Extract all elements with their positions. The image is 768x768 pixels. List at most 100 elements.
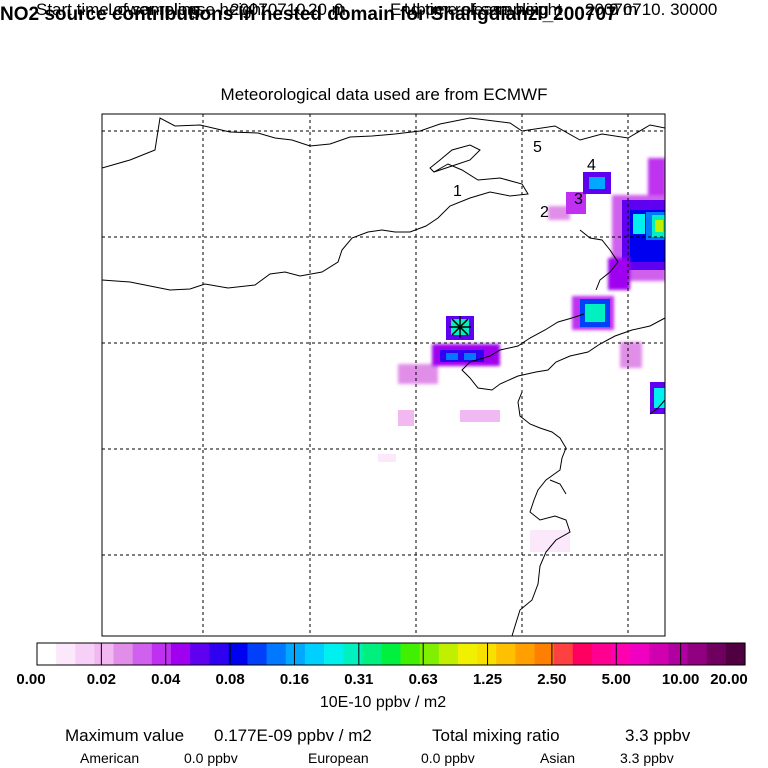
concentration-field bbox=[378, 158, 665, 552]
plume-cell bbox=[654, 388, 665, 408]
map-frame bbox=[101, 113, 666, 637]
boundary-line bbox=[461, 313, 665, 391]
american-label: American bbox=[80, 750, 140, 766]
colorbar-tick-label: 0.08 bbox=[215, 671, 244, 688]
plume-cell bbox=[548, 206, 570, 220]
boundary-line bbox=[649, 399, 665, 415]
boundary-line bbox=[102, 117, 665, 169]
colorbar-tick-label: 10.00 bbox=[662, 671, 700, 688]
colorbar-cell bbox=[247, 643, 268, 665]
asian-value: 3.3 ppbv bbox=[620, 750, 674, 766]
colorbar-cell bbox=[553, 643, 574, 665]
colorbar-cell bbox=[630, 643, 650, 665]
plume-cell bbox=[585, 304, 605, 322]
colorbar-cell bbox=[457, 643, 478, 665]
region-labels: 1 2 3 4 5 bbox=[453, 139, 596, 221]
gridlines bbox=[102, 114, 665, 636]
colorbar-tick-label: 0.31 bbox=[344, 671, 373, 688]
start-time-value: 20070710. 0 bbox=[230, 0, 344, 19]
plume-cell bbox=[398, 410, 414, 426]
colorbar-cell bbox=[419, 643, 440, 665]
total-mixing-label: Total mixing ratio bbox=[432, 726, 560, 745]
plume-cell bbox=[566, 192, 586, 214]
boundary-line bbox=[511, 391, 571, 636]
met-data-note: Meteorological data used are from ECMWF bbox=[220, 85, 548, 104]
colorbar-cell bbox=[228, 643, 249, 665]
colorbar-tick-label: 2.50 bbox=[537, 671, 566, 688]
max-value: 0.177E-09 ppbv / m2 bbox=[214, 726, 372, 745]
plume-cell bbox=[620, 342, 642, 368]
colorbar-tick-label: 0.63 bbox=[409, 671, 438, 688]
plume-cell bbox=[633, 214, 645, 234]
colorbar-cell bbox=[362, 643, 383, 665]
colorbar-tick-labels: 0.00 0.02 0.04 0.08 0.16 0.31 0.63 1.25 2.50 5.00… bbox=[16, 671, 747, 688]
colorbar-ticks bbox=[36, 643, 746, 665]
colorbar-cell bbox=[151, 643, 172, 665]
coastlines bbox=[102, 117, 665, 636]
plume-cell bbox=[608, 258, 630, 290]
colorbar-cells bbox=[37, 643, 746, 665]
colorbar-cell bbox=[324, 643, 344, 665]
site-marker-icon bbox=[449, 316, 471, 338]
region-label-1: 1 bbox=[453, 183, 462, 200]
end-time-value: 20070710. 30000 bbox=[585, 0, 718, 19]
colorbar-cell bbox=[343, 643, 363, 665]
colorbar-cell bbox=[285, 643, 306, 665]
plume-cell bbox=[589, 177, 605, 189]
plume-cell bbox=[530, 530, 570, 552]
colorbar-tick-label: 5.00 bbox=[602, 671, 631, 688]
colorbar-cell bbox=[649, 643, 670, 665]
plume-cell bbox=[655, 220, 663, 232]
colorbar: 0.00 0.02 0.04 0.08 0.16 0.31 0.63 1.25 2.50 5.00… bbox=[16, 642, 748, 711]
chart-title: NO2 source contributions in nested domai… bbox=[0, 4, 617, 25]
colorbar-cell bbox=[515, 643, 536, 665]
colorbar-cell bbox=[170, 643, 191, 665]
colorbar-cell bbox=[687, 643, 708, 665]
upper-release-label: Upper release height bbox=[404, 0, 562, 19]
colorbar-cell bbox=[304, 643, 325, 665]
colorbar-cell bbox=[132, 643, 153, 665]
colorbar-cell bbox=[477, 643, 497, 665]
colorbar-cell bbox=[496, 643, 516, 665]
colorbar-cell bbox=[209, 643, 229, 665]
lower-release-value: 20 m bbox=[308, 0, 346, 19]
end-time-label: End time of sampling bbox=[390, 0, 549, 19]
colorbar-cell bbox=[94, 643, 115, 665]
european-label: European bbox=[308, 750, 369, 766]
colorbar-tick-label: 0.02 bbox=[87, 671, 116, 688]
colorbar-cell bbox=[591, 643, 612, 665]
plume-cell bbox=[398, 364, 438, 384]
colorbar-tick-label: 0.16 bbox=[280, 671, 309, 688]
colorbar-unit-label: 10E-10 ppbv / m2 bbox=[320, 694, 446, 711]
plume-cell bbox=[648, 158, 665, 202]
colorbar-cell bbox=[668, 643, 689, 665]
european-value: 0.0 ppbv bbox=[421, 750, 475, 766]
colorbar-cell bbox=[438, 643, 459, 665]
total-mixing-value: 3.3 ppbv bbox=[625, 726, 691, 745]
boundary-line bbox=[102, 163, 529, 291]
max-value-label: Maximum value bbox=[65, 726, 185, 745]
boundary-line bbox=[579, 229, 619, 291]
american-value: 0.0 ppbv bbox=[184, 750, 238, 766]
colorbar-frame bbox=[36, 642, 746, 666]
colorbar-cell bbox=[381, 643, 402, 665]
colorbar-cell bbox=[400, 643, 421, 665]
colorbar-cell bbox=[534, 643, 555, 665]
colorbar-cell bbox=[37, 643, 57, 665]
boundary-line bbox=[429, 144, 481, 173]
lower-release-label: Lower release height bbox=[108, 0, 266, 19]
colorbar-cell bbox=[572, 643, 593, 665]
colorbar-cell bbox=[725, 643, 746, 665]
colorbar-cell bbox=[611, 643, 631, 665]
plume-cell bbox=[460, 410, 500, 422]
region-label-5: 5 bbox=[533, 139, 542, 156]
plume-cell bbox=[378, 454, 396, 462]
colorbar-cell bbox=[75, 643, 96, 665]
colorbar-cell bbox=[706, 643, 727, 665]
colorbar-cell bbox=[190, 643, 210, 665]
start-time-label: Start time of sampling bbox=[36, 0, 201, 19]
plume-cell bbox=[446, 353, 458, 360]
colorbar-cell bbox=[266, 643, 287, 665]
upper-release-value: 0 m bbox=[609, 0, 638, 19]
colorbar-tick-label: 1.25 bbox=[473, 671, 502, 688]
